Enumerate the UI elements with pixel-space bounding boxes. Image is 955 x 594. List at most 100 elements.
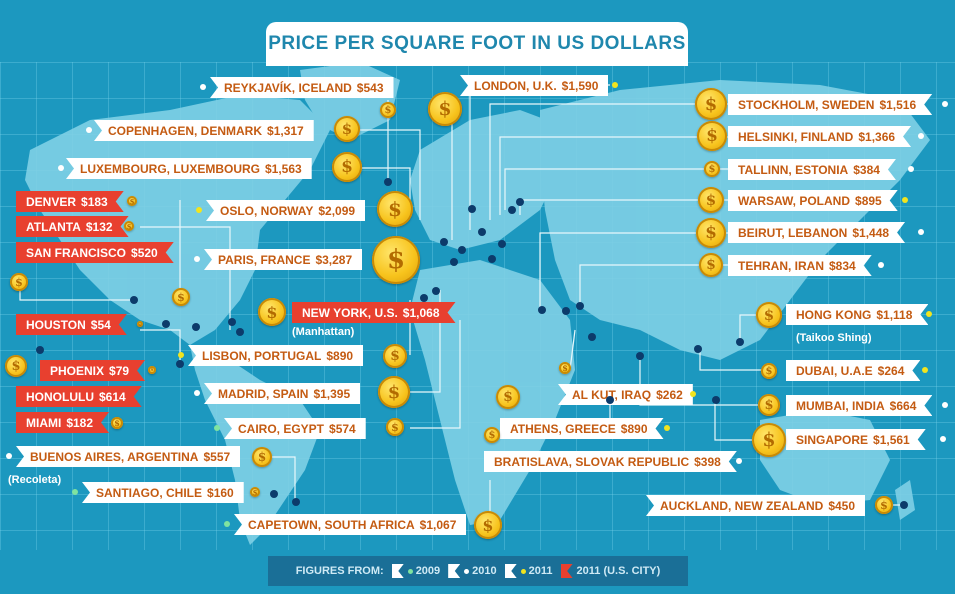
- label-buenos-aires-sub: (Recoleta): [8, 474, 62, 486]
- year-dot-2010: [194, 390, 200, 396]
- dollar-icon: $: [880, 498, 888, 512]
- city-name: ATLANTA: [26, 219, 81, 234]
- label-paris: PARIS, FRANCE $3,287: [204, 249, 363, 270]
- coin-miami: $: [111, 417, 123, 429]
- city-price: $398: [694, 454, 721, 469]
- city-marker: [576, 302, 584, 310]
- city-name: ATHENS, GREECE: [510, 421, 616, 436]
- year-dot-2009: [72, 489, 78, 495]
- city-price: $1,563: [265, 161, 302, 176]
- label-athens: ATHENS, GREECE $890: [500, 418, 664, 439]
- coin-buenos-aires: $: [252, 447, 272, 467]
- city-price: $1,317: [267, 123, 304, 138]
- city-marker: [440, 238, 448, 246]
- year-dot-2011: [902, 197, 908, 203]
- dollar-icon: $: [266, 302, 278, 322]
- dollar-icon: $: [386, 245, 406, 275]
- page-title: PRICE PER SQUARE FOOT IN US DOLLARS: [268, 33, 686, 54]
- city-marker: [176, 360, 184, 368]
- city-marker: [228, 318, 236, 326]
- flag-icon: [391, 564, 404, 578]
- city-price: $1,590: [561, 78, 599, 93]
- city-price: $890: [326, 348, 354, 363]
- city-price: $1,395: [313, 386, 351, 401]
- year-dot-2010: [736, 458, 742, 464]
- city-price: $3,287: [315, 252, 353, 267]
- city-name: BUENOS AIRES, ARGENTINA: [30, 449, 199, 464]
- city-price: $1,561: [873, 432, 910, 447]
- coin-madrid: $: [378, 376, 410, 408]
- label-madrid: MADRID, SPAIN $1,395: [204, 383, 361, 404]
- city-name: OSLO, NORWAY: [220, 203, 314, 218]
- city-marker: [162, 320, 170, 328]
- year-dot-2010: [918, 229, 924, 235]
- connector-line: [489, 103, 730, 220]
- connector-line: [699, 350, 770, 371]
- legend-prefix: FIGURES FROM:: [295, 565, 384, 577]
- label-san-francisco: SAN FRANCISCO $520: [16, 242, 174, 263]
- connector-line: [19, 290, 130, 301]
- dollar-icon: $: [388, 197, 402, 221]
- dollar-icon: $: [705, 191, 717, 209]
- coin-warsaw: $: [698, 187, 724, 213]
- city-name: CAIRO, EGYPT: [238, 421, 325, 436]
- legend-dot: [520, 568, 526, 574]
- dollar-icon: $: [705, 223, 717, 243]
- city-marker: [270, 490, 278, 498]
- coin-new-york: $: [258, 298, 286, 326]
- connector-line: [579, 264, 730, 305]
- city-name: TALLINN, ESTONIA: [738, 162, 849, 177]
- dollar-icon: $: [390, 348, 400, 364]
- label-phoenix: PHOENIX $79: [40, 360, 145, 381]
- city-price: $520: [131, 245, 158, 260]
- city-marker: [130, 296, 138, 304]
- city-name: WARSAW, POLAND: [738, 193, 851, 208]
- coin-stockholm: $: [695, 88, 727, 120]
- city-price: $182: [66, 415, 94, 430]
- title-banner: PRICE PER SQUARE FOOT IN US DOLLARS: [266, 22, 688, 66]
- coin-santiago: $: [250, 487, 260, 497]
- city-marker: [478, 228, 486, 236]
- coin-dubai: $: [761, 363, 777, 379]
- continent-asia: [540, 80, 930, 360]
- year-dot-2011: [922, 367, 928, 373]
- coin-copenhagen: $: [334, 116, 360, 142]
- coin-cairo: $: [386, 418, 404, 436]
- city-marker: [516, 198, 524, 206]
- city-price: $664: [889, 398, 917, 413]
- city-price: $450: [828, 498, 856, 513]
- coin-bratislava: $: [484, 427, 500, 443]
- city-marker: [292, 498, 300, 506]
- year-dot-2011: [178, 352, 184, 358]
- city-price: $1,516: [879, 97, 917, 112]
- coin-tehran: $: [699, 253, 723, 277]
- label-hong-kong: HONG KONG $1,118: [786, 304, 928, 325]
- connector-line: [410, 290, 441, 393]
- coin-mumbai: $: [758, 394, 780, 416]
- label-reykjavik: REYKJAVÍK, ICELAND $543: [210, 77, 394, 98]
- label-miami: MIAMI $182: [16, 412, 109, 433]
- dollar-icon: $: [341, 120, 353, 138]
- city-name: MIAMI: [26, 415, 62, 430]
- label-oslo: OSLO, NORWAY $2,099: [206, 200, 366, 221]
- coin-hong-kong: $: [756, 302, 782, 328]
- legend-label: 2011 (U.S. CITY): [576, 565, 661, 577]
- city-price: $183: [81, 194, 108, 209]
- year-dot-2011: [612, 82, 618, 88]
- year-dot-2010: [940, 436, 946, 442]
- city-name: MADRID, SPAIN: [218, 386, 309, 401]
- city-price: $160: [207, 485, 234, 500]
- city-name: HELSINKI, FINLAND: [738, 129, 854, 144]
- city-name: SINGAPORE: [796, 432, 869, 447]
- city-marker: [508, 206, 516, 214]
- year-dot-2009: [224, 521, 230, 527]
- year-dot-2011: [690, 391, 696, 397]
- label-new-york-sub: (Manhattan): [292, 326, 355, 338]
- coin-honolulu: $: [5, 355, 27, 377]
- continent-north-america: [25, 95, 330, 345]
- connector-line: [140, 226, 231, 330]
- city-marker: [468, 205, 476, 213]
- dollar-icon: $: [503, 389, 513, 405]
- label-al-kut: AL KUT, IRAQ $262: [558, 384, 693, 405]
- label-denver: DENVER $183: [16, 191, 124, 212]
